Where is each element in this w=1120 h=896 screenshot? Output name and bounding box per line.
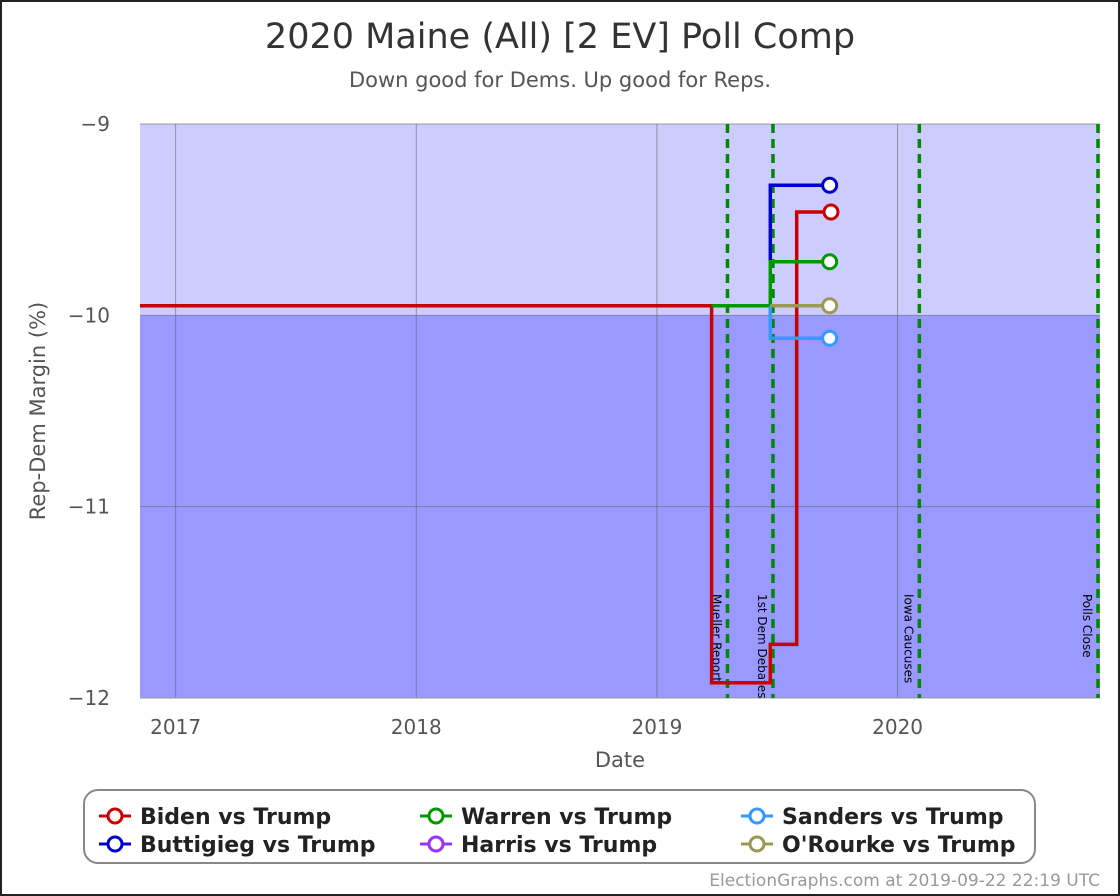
event-label-2: Iowa Caucuses (901, 594, 915, 683)
x-tick-label-1: 2018 (391, 715, 442, 739)
legend-label-3: Harris vs Trump (461, 833, 657, 858)
series-end-marker-0 (822, 203, 840, 221)
series-end-markers (821, 176, 840, 347)
legend-swatch-marker-3 (427, 835, 445, 853)
series-line-4 (768, 305, 830, 341)
y-tick-label-2: −11 (68, 495, 110, 519)
legend-swatch-marker-2 (427, 807, 445, 825)
legend-label-5: O'Rourke vs Trump (782, 833, 1016, 858)
grid-lines (140, 123, 1100, 699)
legend-label-4: Sanders vs Trump (782, 805, 1004, 830)
legend-swatch-marker-4 (748, 807, 766, 825)
legend-swatch-marker-0 (106, 807, 124, 825)
background-bands (140, 124, 1100, 698)
series-end-marker-2 (821, 253, 839, 271)
y-axis-ticks: −9 −10 −11 −12 (68, 112, 110, 710)
x-tick-label-0: 2017 (150, 715, 201, 739)
event-label-3: Polls Close (1080, 594, 1094, 658)
footer-credit: ElectionGraphs.com at 2019-09-22 22:19 U… (709, 871, 1100, 891)
series-line-0 (140, 210, 831, 685)
chart-subtitle: Down good for Dems. Up good for Reps. (349, 68, 771, 92)
series-end-marker-5 (821, 297, 839, 315)
legend: Biden vs Trump Buttigieg vs Trump Warren v… (99, 805, 1016, 858)
background-band-0 (140, 124, 1100, 316)
x-axis-ticks: 2017 2018 2019 2020 (150, 715, 923, 739)
y-tick-label-0: −9 (81, 112, 110, 136)
series-end-marker-4 (821, 329, 839, 347)
x-axis-label: Date (595, 748, 645, 772)
series-lines (140, 183, 831, 685)
legend-label-0: Biden vs Trump (140, 805, 331, 830)
legend-swatch-marker-5 (748, 835, 766, 853)
series-end-marker-1 (821, 176, 839, 194)
legend-label-1: Buttigieg vs Trump (140, 833, 376, 858)
y-tick-label-1: −10 (68, 303, 110, 327)
y-axis-label: Rep-Dem Margin (%) (26, 302, 50, 520)
chart-title: 2020 Maine (All) [2 EV] Poll Comp (265, 17, 855, 57)
legend-box (83, 789, 1036, 864)
x-tick-label-2: 2019 (631, 715, 682, 739)
y-tick-label-3: −12 (68, 686, 110, 710)
x-tick-label-3: 2020 (872, 715, 923, 739)
legend-label-2: Warren vs Trump (461, 805, 672, 830)
series-line-2 (711, 260, 830, 308)
legend-swatch-marker-1 (106, 835, 124, 853)
series-line-1 (768, 183, 830, 262)
event-label-1: 1st Dem Debates (755, 594, 769, 698)
